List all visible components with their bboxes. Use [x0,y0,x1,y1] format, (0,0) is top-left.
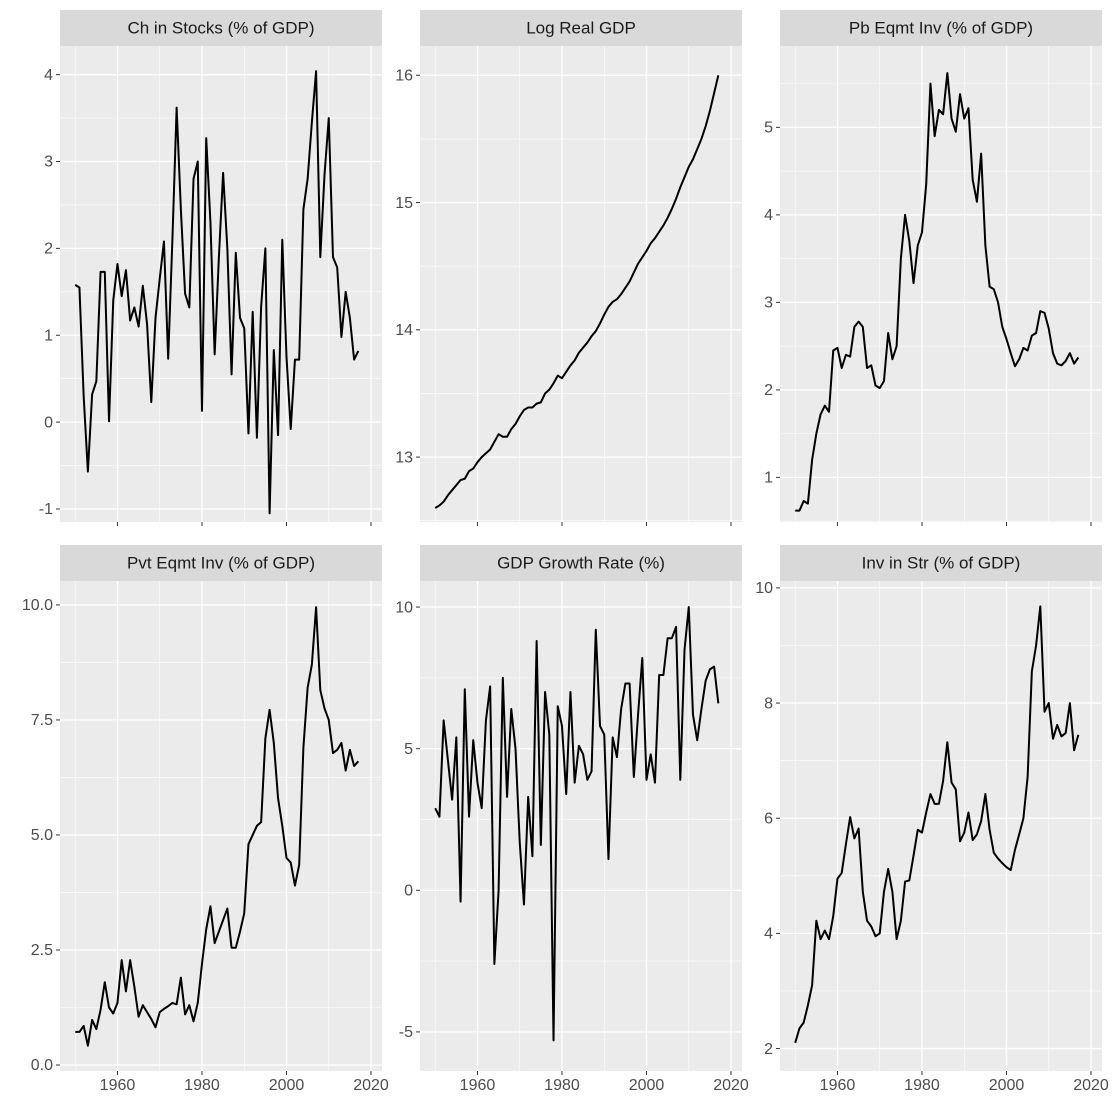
y-tick-label: 14 [395,322,413,339]
strip-title: Ch in Stocks (% of GDP) [127,18,314,37]
y-tick-label: 7.5 [31,712,53,729]
y-tick-label: 2 [764,1041,773,1058]
y-tick-label: 5 [764,120,773,137]
y-tick-label: 0.0 [31,1057,53,1074]
y-tick-label: -1 [39,501,53,518]
y-tick-label: 10 [395,599,413,616]
x-tick-label: 1980 [904,1077,940,1094]
y-tick-label: 16 [395,67,413,84]
data-line [74,70,360,515]
y-tick-label: 5 [404,741,413,758]
strip [60,545,382,581]
y-tick-label: 1 [764,470,773,487]
y-tick-label: 3 [764,295,773,312]
data-line [795,72,1080,512]
y-tick-label: 10.0 [22,597,53,614]
panel-background [420,581,742,1071]
data-line [434,75,720,509]
x-tick-label: 1980 [544,1077,580,1094]
x-tick-label: 2020 [353,1077,389,1094]
x-tick-label: 2000 [989,1077,1025,1094]
x-tick-label: 2000 [269,1077,305,1094]
y-tick-label: 0 [404,883,413,900]
panel-background [420,46,742,522]
y-tick-label: 3 [44,154,53,171]
y-tick-label: -5 [399,1024,413,1041]
y-tick-label: 0 [44,414,53,431]
y-tick-label: 6 [764,810,773,827]
x-tick-label: 1960 [100,1077,136,1094]
strip-title: Log Real GDP [526,18,636,37]
panel-background [60,46,382,522]
data-line [794,605,1080,1044]
y-tick-label: 13 [395,449,413,466]
x-tick-label: 2020 [1073,1077,1109,1094]
strip [420,10,742,46]
strip [780,545,1102,581]
y-tick-label: 1 [44,327,53,344]
panel-background [780,46,1102,522]
y-tick-label: 2 [44,241,53,258]
strip-title: Pvt Eqmt Inv (% of GDP) [127,553,315,572]
strip-title: Inv in Str (% of GDP) [862,553,1021,572]
y-tick-label: 10 [755,580,773,597]
y-tick-label: 4 [764,207,773,224]
y-tick-label: 15 [395,195,413,212]
y-tick-label: 4 [764,926,773,943]
y-tick-label: 2.5 [31,942,53,959]
y-tick-label: 8 [764,695,773,712]
panel-background [780,581,1102,1071]
x-tick-label: 1980 [184,1077,220,1094]
strip [420,545,742,581]
x-tick-label: 2020 [713,1077,749,1094]
strip [60,10,382,46]
y-tick-label: 5.0 [31,827,53,844]
data-line [434,606,720,1042]
y-tick-label: 4 [44,67,53,84]
x-tick-label: 1960 [820,1077,856,1094]
y-tick-label: 2 [764,382,773,399]
strip-title: Pb Eqmt Inv (% of GDP) [849,18,1033,37]
strip-title: GDP Growth Rate (%) [497,553,665,572]
data-line [75,606,360,1047]
x-tick-label: 2000 [629,1077,665,1094]
x-tick-label: 1960 [460,1077,496,1094]
strip [780,10,1102,46]
